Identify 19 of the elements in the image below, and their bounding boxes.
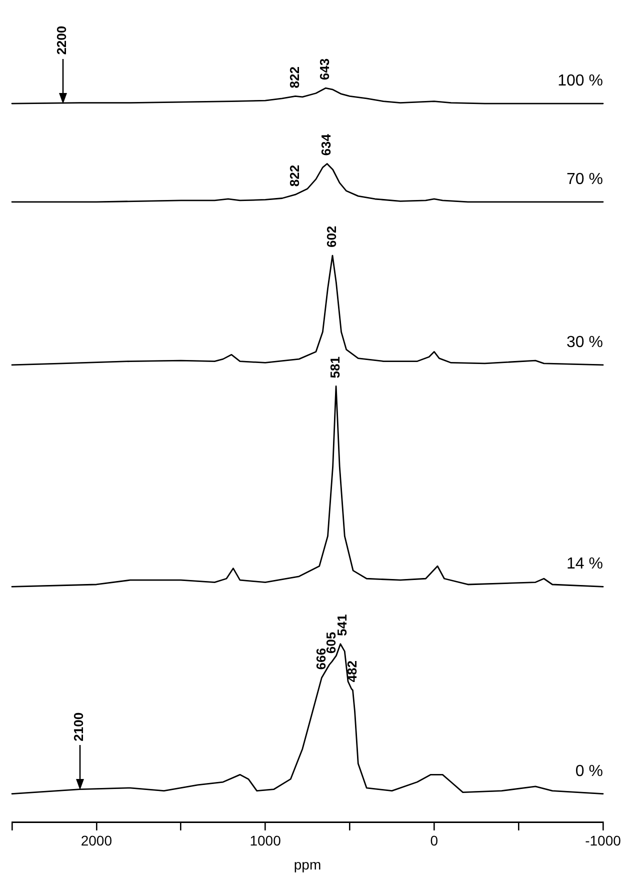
- annotation: 643: [317, 58, 332, 80]
- annotation: 482: [344, 660, 360, 682]
- annotation: 822: [286, 66, 302, 88]
- annotation: 602: [324, 226, 340, 248]
- annotation: 634: [318, 133, 334, 156]
- x-tick-label: 0: [430, 832, 438, 849]
- series-label: 100 %: [558, 72, 603, 90]
- x-axis-title: ppm: [294, 856, 322, 872]
- x-tick-label: -1000: [585, 832, 622, 849]
- annotation: 822: [286, 164, 302, 187]
- series-label: 70 %: [566, 170, 603, 188]
- series-label: 30 %: [566, 334, 603, 351]
- annotation: 2200: [54, 26, 70, 55]
- series-label: 14 %: [566, 556, 603, 573]
- annotation: 2100: [71, 712, 86, 742]
- x-tick-label: 2000: [80, 832, 112, 849]
- series-label: 0 %: [575, 762, 603, 780]
- annotation: 581: [328, 356, 343, 378]
- x-tick-label: 1000: [250, 832, 282, 849]
